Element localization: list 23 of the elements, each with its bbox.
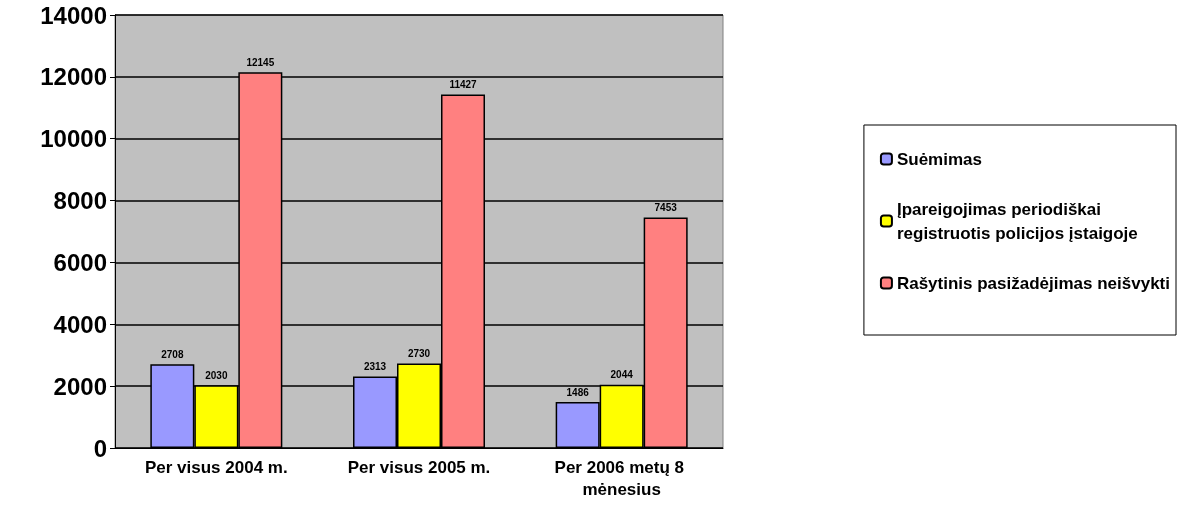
y-tick-label: 10000 bbox=[40, 125, 107, 153]
y-tick-label: 6000 bbox=[53, 248, 107, 276]
y-tick-label: 8000 bbox=[53, 187, 107, 215]
x-tick-label: Per visus 2005 m. bbox=[347, 457, 491, 477]
y-tick-label: 4000 bbox=[53, 310, 107, 338]
legend-label: Suėmimas bbox=[896, 149, 982, 169]
data-label: 1486 bbox=[566, 386, 590, 398]
y-tick-label: 0 bbox=[93, 434, 107, 462]
data-label: 11427 bbox=[449, 79, 478, 91]
x-tick-label: Per visus 2004 m. bbox=[144, 457, 288, 477]
y-tick-label: 14000 bbox=[40, 1, 107, 29]
data-label: 2030 bbox=[205, 369, 228, 381]
y-tick-label: 2000 bbox=[53, 372, 107, 400]
x-tick-label: Per 2006 metų 8 mėnesius bbox=[554, 457, 689, 499]
data-label: 12145 bbox=[246, 56, 275, 68]
data-label: 7453 bbox=[654, 201, 678, 213]
y-tick-label: 12000 bbox=[40, 63, 107, 91]
data-label: 2313 bbox=[363, 360, 387, 372]
legend-label: Rašytinis pasižadėjimas neišvykti bbox=[896, 273, 1171, 293]
legend-label: Įpareigojimas periodiškai registruotis policijos įstaigoje bbox=[896, 199, 1138, 243]
data-label: 2708 bbox=[161, 348, 184, 360]
data-label: 2044 bbox=[610, 369, 634, 381]
data-label: 2730 bbox=[407, 348, 431, 360]
